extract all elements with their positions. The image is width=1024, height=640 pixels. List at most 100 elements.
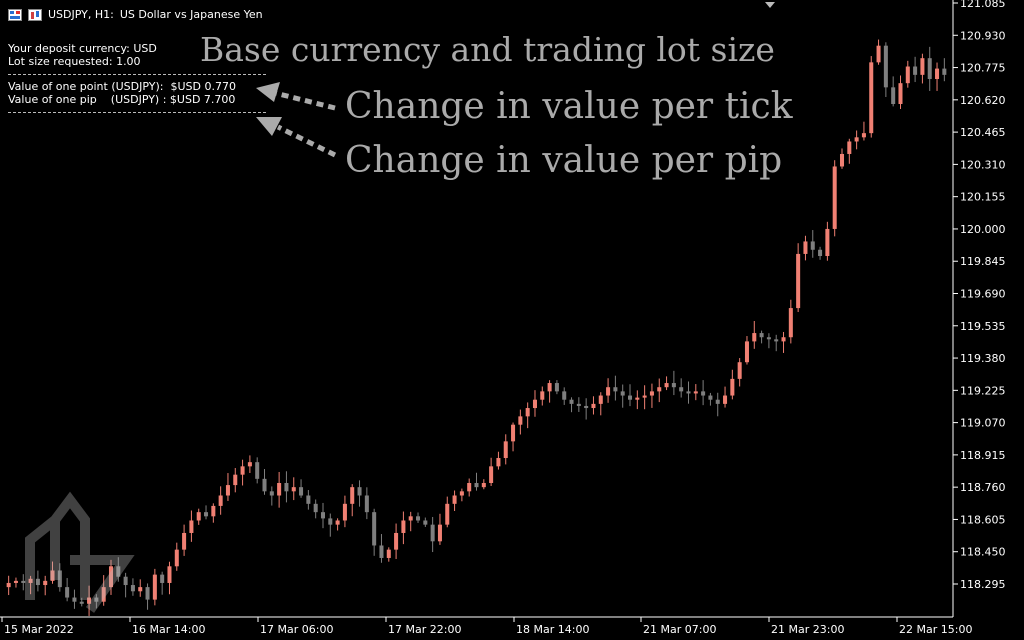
time-tick-label: 21 Mar 23:00 [771,623,844,636]
symbol-label: USDJPY, H1: [48,8,114,21]
bearish-candle [474,483,479,488]
bearish-candle [766,337,771,340]
bearish-candle [123,576,128,586]
price-tick-label: 120.310 [960,158,1006,171]
price-tick-label: 119.845 [960,255,1006,268]
price-tick-label: 119.535 [960,320,1006,333]
bullish-candle [481,483,486,488]
shift-marker-icon[interactable] [765,2,775,8]
bearish-candle [883,45,888,88]
bullish-candle [723,395,728,404]
bullish-candle [657,387,662,392]
bullish-candle [606,387,611,396]
bearish-candle [562,391,567,400]
symbol-header: USDJPY, H1: US Dollar vs Japanese Yen [8,8,263,21]
bearish-candle [913,66,918,75]
bearish-candle [891,87,896,104]
bearish-candle [810,241,815,250]
bullish-candle [43,580,48,586]
bullish-candle [350,487,355,504]
bullish-candle [788,308,793,338]
bullish-candle [532,399,537,409]
bullish-candle [642,395,647,398]
bearish-candle [255,462,260,479]
price-tick-label: 118.605 [960,513,1006,526]
pip-value-text: Value of one pip (USDJPY) : $USD 7.700 [8,93,236,106]
bearish-candle [379,545,384,558]
bullish-candle [540,391,545,400]
bullish-candle [496,458,501,467]
price-tick-label: 120.000 [960,223,1006,236]
price-tick-label: 120.775 [960,62,1006,75]
bullish-candle [525,408,530,417]
bearish-candle [262,478,267,492]
bearish-candle [423,520,428,525]
price-tick-label: 121.085 [960,0,1006,10]
bullish-candle [189,520,194,533]
bullish-candle [825,228,830,257]
price-tick-label: 120.465 [960,126,1006,139]
bullish-candle [664,383,669,388]
bearish-candle [628,395,633,400]
bullish-candle [503,441,508,459]
bearish-candle [372,512,377,546]
bearish-candle [613,387,618,392]
bullish-candle [152,574,157,600]
bullish-candle [101,587,106,602]
one-click-trading-icon[interactable] [8,8,22,21]
bullish-candle [342,503,347,521]
chart-icon [28,8,42,21]
bearish-candle [620,391,625,396]
time-axis: 15 Mar 2022 16 Mar 14:00 17 Mar 06:00 17 Ma… [1,617,972,636]
price-tick-label: 119.225 [960,384,1006,397]
bullish-candle [13,580,18,583]
bullish-candle [335,520,340,525]
annotation-base-currency: Base currency and trading lot size [200,30,775,69]
bullish-candle [737,362,742,379]
bullish-candle [394,532,399,550]
bullish-candle [386,549,391,558]
bearish-candle [416,516,421,521]
bullish-candle [6,582,11,588]
bullish-candle [459,491,464,496]
point-value-text: Value of one point (USDJPY): $USD 0.770 [8,80,236,93]
bullish-candle [839,153,845,167]
bullish-candle [876,45,881,63]
bearish-candle [79,601,84,604]
bearish-candle [284,483,289,492]
bullish-candle [796,253,801,309]
bullish-candle [591,403,596,409]
lot-size-text: Lot size requested: 1.00 [8,55,141,68]
bearish-candle [364,495,369,513]
bearish-candle [430,524,435,542]
price-tick-label: 118.295 [960,578,1006,591]
bearish-candle [774,339,779,342]
candle-series [6,39,947,616]
annotation-pip-value: Change in value per pip [345,140,783,181]
time-tick-label: 16 Mar 14:00 [132,623,205,636]
bearish-candle [57,570,62,588]
bearish-candle [679,387,684,392]
bullish-candle [225,485,230,496]
bearish-candle [313,503,318,513]
bullish-candle [182,532,187,550]
price-tick-label: 120.930 [960,29,1006,42]
bullish-candle [935,68,940,80]
bearish-candle [715,399,720,404]
bearish-candle [145,587,150,600]
time-tick-label: 22 Mar 15:00 [899,623,972,636]
bullish-candle [50,570,55,581]
bullish-candle [467,483,472,492]
watermark-logo [25,491,135,613]
bullish-candle [247,462,252,467]
bullish-candle [452,495,457,504]
bullish-candle [437,524,442,542]
bearish-candle [21,580,26,583]
time-tick-label: 21 Mar 07:00 [643,623,716,636]
bearish-candle [65,587,70,598]
bullish-candle [547,383,552,392]
bullish-candle [218,495,223,506]
bullish-candle [108,566,114,588]
bearish-candle [160,574,165,583]
